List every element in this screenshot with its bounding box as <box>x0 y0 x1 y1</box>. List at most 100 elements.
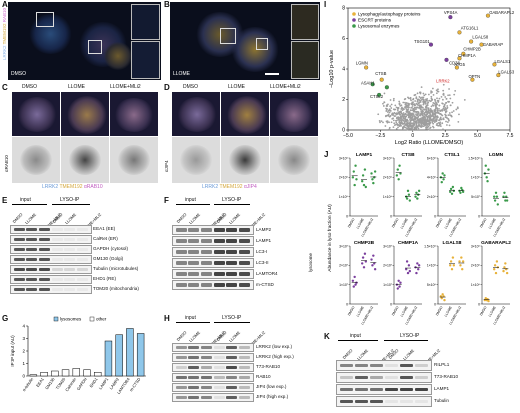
background-point <box>441 122 444 125</box>
blot-band <box>200 356 212 359</box>
background-point <box>382 102 384 105</box>
background-point <box>412 123 415 126</box>
highlight-point <box>448 15 453 20</box>
background-point <box>425 126 427 129</box>
gray-d-dmso <box>172 137 220 183</box>
legend-label: lysosomes <box>60 317 82 322</box>
x-tick-label: −5.0 <box>343 133 353 139</box>
blot-band <box>226 376 238 379</box>
background-point <box>383 92 386 95</box>
background-point <box>411 101 414 104</box>
background-point <box>419 120 422 123</box>
background-point <box>411 128 414 131</box>
background-point <box>439 121 442 124</box>
blot-band <box>414 399 428 404</box>
blot-row-label: T73-RAB10 <box>256 364 281 369</box>
background-point <box>429 114 432 116</box>
y-tick-label: 1×10⁸ <box>339 195 349 199</box>
blot-band <box>226 396 238 399</box>
background-point <box>404 103 407 106</box>
background-point <box>393 115 396 118</box>
blot-band <box>188 272 200 276</box>
data-point <box>442 178 445 181</box>
background-point <box>396 109 399 112</box>
background-point <box>391 113 394 116</box>
cond-dmso: DMSO <box>22 84 37 90</box>
background-point <box>404 106 407 109</box>
highlight-point <box>384 85 389 90</box>
background-point <box>389 105 392 108</box>
blot-band <box>64 248 76 251</box>
blot-band <box>64 238 76 241</box>
blot-row-label: Tubulin <box>434 398 449 403</box>
background-point <box>410 122 413 125</box>
data-point <box>353 183 356 187</box>
background-point <box>422 96 425 99</box>
blot-row-label: Tubulin (microtubules) <box>93 266 139 271</box>
data-point <box>484 297 487 300</box>
panel-label-k: K <box>324 332 330 341</box>
data-point <box>450 192 454 195</box>
data-point <box>406 271 410 275</box>
data-point <box>460 186 463 190</box>
background-point <box>392 99 395 102</box>
background-point <box>439 116 442 119</box>
background-point <box>447 114 450 116</box>
panel-label-d: D <box>164 83 170 92</box>
background-point <box>392 119 395 122</box>
panel-label-i: I <box>324 0 327 9</box>
y-tick-label: 1×10⁹ <box>383 195 393 199</box>
background-point <box>416 106 418 109</box>
blot-band <box>38 248 50 251</box>
data-point <box>449 190 452 194</box>
blot-band <box>238 261 250 265</box>
blot-band <box>175 250 187 254</box>
background-point <box>455 108 458 111</box>
blot-row-label: LRRK2 (low exp.) <box>256 344 292 349</box>
background-point <box>431 121 434 124</box>
scatter-grid-j: Abundance in lyso fraction (AU) LAMP1 0 1×1… <box>327 152 511 326</box>
background-point <box>378 120 381 122</box>
y-tick-label: 2×10⁸ <box>339 176 349 180</box>
data-point <box>416 197 419 200</box>
background-point <box>408 127 411 130</box>
data-point <box>396 168 399 171</box>
bar <box>83 369 91 377</box>
blot-strip <box>172 236 254 246</box>
background-point <box>405 115 408 118</box>
data-point <box>484 164 487 167</box>
data-point <box>370 172 373 175</box>
background-point <box>417 116 419 119</box>
highlight-point <box>377 92 382 97</box>
blot-band <box>200 366 212 369</box>
background-point <box>444 102 447 104</box>
micrograph-a: DMSO <box>8 2 161 80</box>
background-point <box>444 113 446 116</box>
x-tick-label: DMSO <box>391 217 400 228</box>
background-point <box>421 109 424 112</box>
x-tick-label: LLOME <box>356 305 366 318</box>
inset-top <box>131 4 160 40</box>
highlight-point <box>428 42 433 47</box>
y-tick-label: 6×10⁸ <box>427 156 437 160</box>
background-point <box>427 93 430 96</box>
data-point <box>459 191 462 194</box>
inset-bottom <box>291 41 319 79</box>
data-point <box>407 193 411 196</box>
background-point <box>385 110 388 112</box>
blot-band <box>238 346 250 349</box>
blot-row-label: LC3-I <box>256 248 268 254</box>
background-point <box>413 103 416 106</box>
blot-band <box>175 346 187 349</box>
background-point <box>451 111 453 114</box>
data-point <box>395 174 399 177</box>
background-point <box>451 101 454 104</box>
zoom-box <box>36 12 54 27</box>
background-point <box>411 105 414 107</box>
background-point <box>418 123 420 126</box>
background-point <box>436 103 439 106</box>
y-tick-label: 1 <box>22 361 25 366</box>
blot-strip <box>10 225 92 234</box>
data-point <box>398 164 401 167</box>
data-point <box>504 199 507 202</box>
